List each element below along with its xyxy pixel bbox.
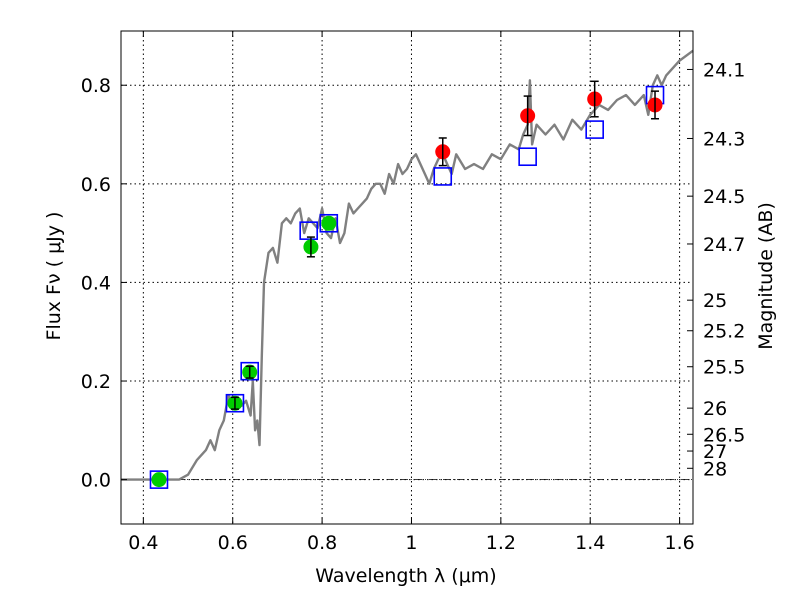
square-marker-1-5 — [433, 167, 453, 186]
x-tick-label-4: 1.2 — [486, 532, 516, 554]
square-marker-1-1 — [225, 393, 245, 413]
right-tick-label-10: 28 — [703, 458, 727, 480]
x-axis-label: Wavelength λ (μm) — [315, 565, 496, 587]
y-tick-label-1: 0.2 — [81, 371, 111, 393]
x-tick-label-1: 0.6 — [218, 532, 248, 554]
y-tick-label-4: 0.8 — [81, 75, 111, 97]
right-tick-label-0: 24.1 — [703, 59, 745, 81]
right-tick-label-9: 27 — [703, 441, 727, 463]
square-marker-1-6 — [518, 147, 537, 167]
right-tick-label-1: 24.3 — [703, 128, 745, 150]
right-tick-label-2: 24.5 — [703, 186, 745, 208]
square-marker-1-0 — [149, 470, 169, 489]
right-tick-label-7: 26 — [703, 398, 727, 420]
plot-area: 0.4 0.6 0.8 1 1.2 1.4 1.6 0.0 0.2 0.4 0.6 0.8 24.1 24… — [81, 30, 745, 554]
square-marker-1-7 — [585, 120, 604, 139]
x-tick-label-0: 0.4 — [128, 532, 158, 554]
right-tick-label-3: 24.7 — [703, 234, 745, 256]
plot-frame — [120, 30, 694, 525]
right-tick-label-6: 25.5 — [703, 357, 745, 379]
x-tick-label-5: 1.4 — [575, 532, 605, 554]
right-tick-label-4: 25 — [703, 290, 727, 312]
square-marker-1-3 — [299, 221, 318, 240]
dot-marker-2-4 — [321, 215, 337, 231]
right-axis-label: Magnitude (AB) — [755, 202, 777, 350]
square-marker-1-2 — [240, 361, 259, 381]
x-tick-label-3: 1 — [405, 532, 417, 554]
series-line-0 — [121, 49, 694, 481]
x-tick-label-2: 0.8 — [307, 532, 337, 554]
x-tick-label-6: 1.6 — [664, 532, 694, 554]
y-tick-label-2: 0.4 — [81, 272, 111, 294]
y-axis-label: Flux Fν ( μJy ) — [43, 212, 65, 341]
y-tick-label-3: 0.6 — [81, 174, 111, 196]
square-marker-1-4 — [319, 213, 339, 233]
y-tick-label-0: 0.0 — [81, 470, 111, 492]
right-tick-label-5: 25.2 — [703, 321, 745, 343]
dot-marker-2-0 — [151, 472, 167, 488]
right-tick-label-8: 26.5 — [703, 424, 745, 446]
